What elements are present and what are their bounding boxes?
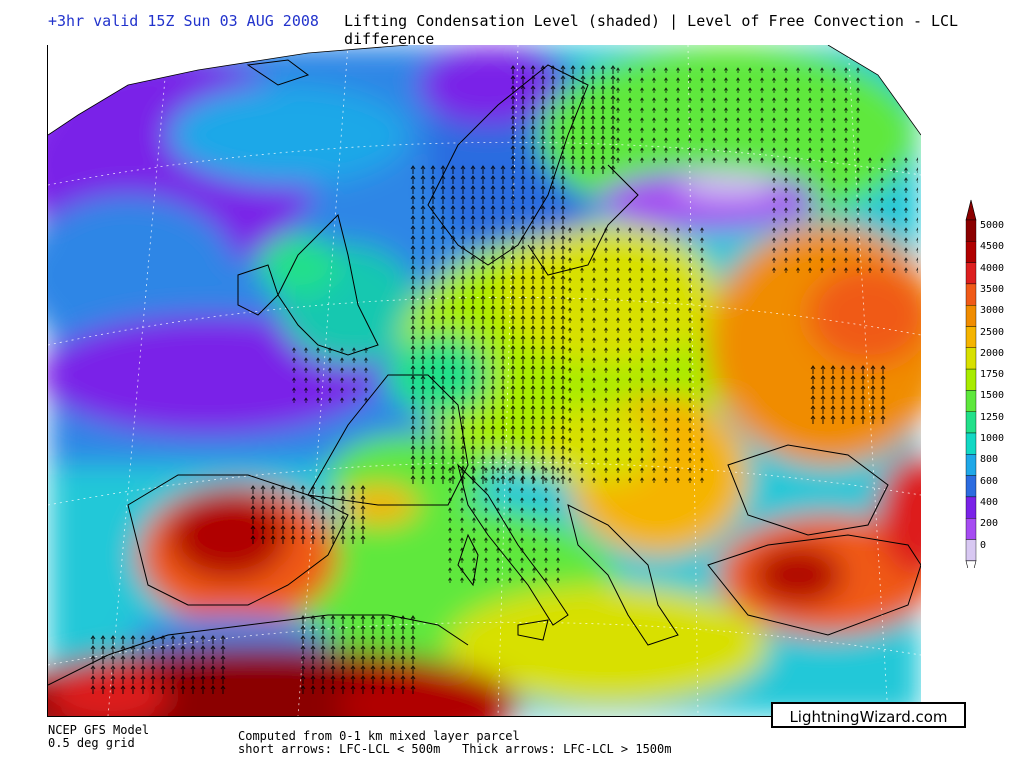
- valid-time-label: +3hr valid 15Z Sun 03 AUG 2008: [48, 12, 319, 30]
- legend-label: 4500: [980, 241, 1005, 253]
- weather-map: [47, 45, 921, 717]
- legend-top-triangle: [965, 199, 977, 221]
- legend-label: 3500: [980, 283, 1005, 295]
- legend-label: 1750: [980, 369, 1005, 381]
- legend-label: 2000: [980, 347, 1005, 359]
- legend-swatch: [965, 411, 977, 434]
- legend-swatch: [965, 518, 977, 540]
- arrows-note: short arrows: LFC-LCL < 500m Thick arrow…: [238, 742, 672, 756]
- legend-swatch: [965, 219, 977, 242]
- legend-swatch: [965, 539, 977, 561]
- legend-swatch: [965, 326, 977, 348]
- model-info-line2: 0.5 deg grid: [48, 736, 135, 750]
- legend-label: 1000: [980, 433, 1005, 444]
- legend-label: 600: [980, 475, 999, 487]
- legend-label: 1250: [980, 411, 1005, 423]
- map-title: Lifting Condensation Level (shaded) | Le…: [344, 12, 959, 48]
- legend-label: 4000: [980, 262, 1005, 274]
- legend-swatch: [965, 262, 977, 285]
- legend-swatch: [965, 432, 977, 455]
- legend-label: 0: [980, 539, 987, 551]
- color-legend: 5000 4500 4000 3500 3000 2500 2000 1750 1500 1250…: [964, 196, 1024, 568]
- legend-swatch: [965, 368, 977, 391]
- legend-label: 3000: [980, 305, 1005, 317]
- legend-label: 2500: [980, 326, 1005, 338]
- model-info-line1: NCEP GFS Model: [48, 723, 150, 737]
- legend-label: 800: [980, 454, 999, 466]
- legend-swatch: [965, 390, 977, 412]
- credit-badge[interactable]: LightningWizard.com: [771, 702, 966, 728]
- legend-label: 400: [980, 496, 999, 508]
- legend-swatch: [965, 496, 977, 519]
- legend-swatch: [965, 347, 977, 370]
- legend-swatch: [965, 283, 977, 306]
- legend-swatch: [965, 241, 977, 263]
- legend-swatch: [965, 454, 977, 476]
- legend-swatch: [965, 304, 977, 327]
- legend-colorbar: [965, 199, 977, 568]
- legend-label: 200: [980, 518, 999, 530]
- legend-label: 1500: [980, 390, 1005, 402]
- legend-label: 5000: [980, 220, 1005, 231]
- legend-bottom-triangle: [965, 560, 977, 568]
- legend-swatch: [965, 475, 977, 498]
- computed-note: Computed from 0-1 km mixed layer parcel: [238, 729, 520, 743]
